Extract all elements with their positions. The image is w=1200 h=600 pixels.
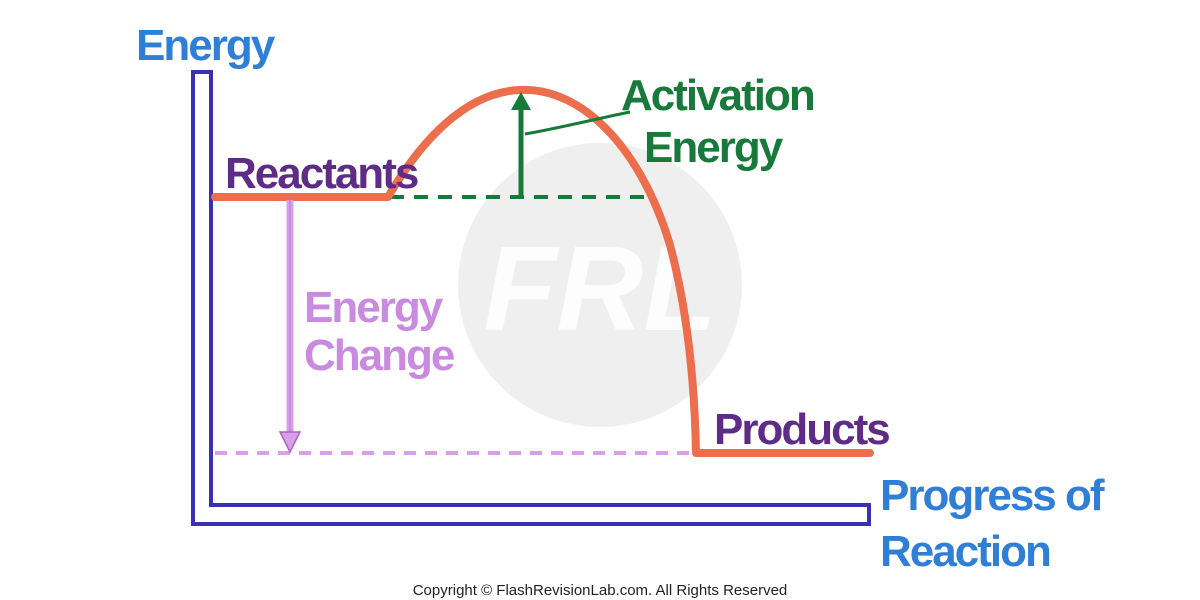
energy-change-arrow xyxy=(278,200,302,454)
activation-pointer-line xyxy=(524,110,631,136)
energy-change-arrowhead xyxy=(278,431,302,454)
x-axis-label-line1: Progress of xyxy=(880,471,1105,520)
energy-change-label-line2: Change xyxy=(304,331,454,380)
activation-arrowhead xyxy=(511,92,531,110)
y-axis-label: Energy xyxy=(136,21,276,70)
watermark: FRL xyxy=(458,143,742,427)
x-axis-label-line2: Reaction xyxy=(880,527,1050,576)
activation-energy-arrow xyxy=(511,92,631,197)
activation-energy-label-line2: Energy xyxy=(644,123,784,172)
activation-energy-label-line1: Activation xyxy=(621,71,814,120)
y-axis xyxy=(191,70,871,526)
energy-change-label-line1: Energy xyxy=(304,283,444,332)
axes xyxy=(191,70,871,526)
reactants-label: Reactants xyxy=(225,149,418,198)
reaction-curve xyxy=(211,85,874,457)
products-label: Products xyxy=(714,405,889,454)
copyright-text: Copyright © FlashRevisionLab.com. All Ri… xyxy=(413,582,788,599)
watermark-circle xyxy=(458,143,742,427)
